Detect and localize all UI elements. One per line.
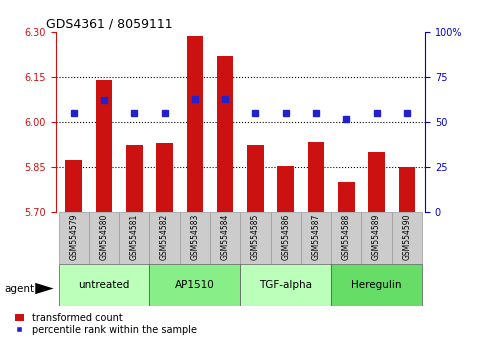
- Bar: [277, 166, 294, 212]
- Text: AP1510: AP1510: [175, 280, 215, 290]
- Text: TGF-alpha: TGF-alpha: [259, 280, 312, 290]
- Bar: [301, 212, 331, 264]
- Text: GSM554585: GSM554585: [251, 214, 260, 260]
- Bar: [149, 212, 180, 264]
- Bar: [186, 36, 203, 212]
- Text: GSM554580: GSM554580: [99, 214, 109, 260]
- Bar: [331, 212, 361, 264]
- Bar: [180, 212, 210, 264]
- Bar: [308, 142, 325, 212]
- Bar: [96, 80, 113, 212]
- Text: GSM554583: GSM554583: [190, 214, 199, 260]
- Bar: [89, 212, 119, 264]
- Text: GSM554588: GSM554588: [342, 214, 351, 260]
- Text: GSM554582: GSM554582: [160, 214, 169, 260]
- Bar: [241, 212, 270, 264]
- Bar: [241, 264, 331, 306]
- Bar: [331, 264, 422, 306]
- Bar: [392, 212, 422, 264]
- Bar: [270, 212, 301, 264]
- Bar: [156, 143, 173, 212]
- Text: GDS4361 / 8059111: GDS4361 / 8059111: [46, 18, 172, 31]
- Text: untreated: untreated: [78, 280, 130, 290]
- Bar: [58, 212, 89, 264]
- Text: GSM554581: GSM554581: [130, 214, 139, 260]
- Bar: [361, 212, 392, 264]
- Text: agent: agent: [5, 284, 35, 293]
- Text: GSM554584: GSM554584: [221, 214, 229, 260]
- Bar: [368, 152, 385, 212]
- Bar: [149, 264, 241, 306]
- Bar: [398, 167, 415, 212]
- Bar: [58, 264, 149, 306]
- Bar: [119, 212, 149, 264]
- Text: GSM554589: GSM554589: [372, 214, 381, 260]
- Text: Heregulin: Heregulin: [351, 280, 402, 290]
- Bar: [65, 160, 82, 212]
- Legend: transformed count, percentile rank within the sample: transformed count, percentile rank withi…: [14, 313, 197, 335]
- Bar: [338, 182, 355, 212]
- Bar: [217, 56, 233, 212]
- Text: GSM554590: GSM554590: [402, 214, 412, 261]
- Text: GSM554586: GSM554586: [281, 214, 290, 260]
- Bar: [210, 212, 241, 264]
- Text: GSM554587: GSM554587: [312, 214, 321, 260]
- Bar: [126, 145, 142, 212]
- Polygon shape: [35, 283, 54, 294]
- Bar: [247, 145, 264, 212]
- Text: GSM554579: GSM554579: [69, 214, 78, 261]
